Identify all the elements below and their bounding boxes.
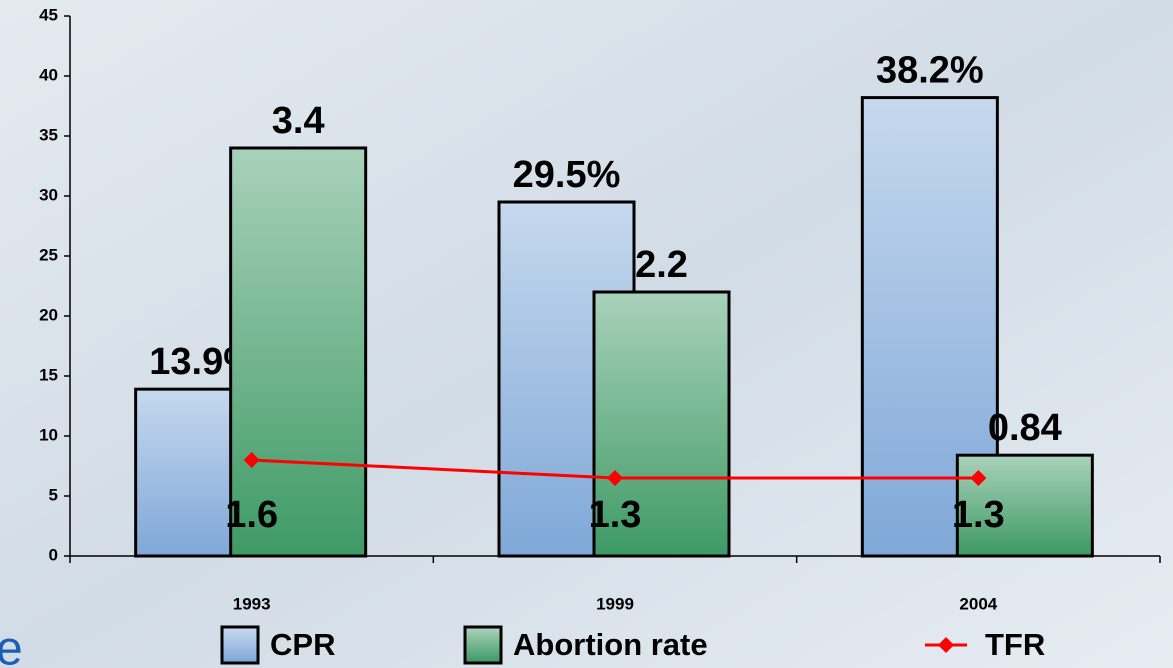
data-label: 3.4 [272, 100, 325, 142]
data-label: 2.2 [635, 244, 688, 286]
data-label: 1.3 [589, 494, 642, 536]
legend-label: CPR [270, 627, 335, 662]
y-tick-label: 45 [39, 5, 58, 24]
y-tick-label: 15 [39, 365, 58, 384]
legend-sheen [223, 628, 257, 662]
data-label: 38.2% [876, 50, 984, 92]
line-marker [970, 470, 987, 486]
legend-sheen [466, 628, 500, 662]
legend-label: Abortion rate [513, 627, 708, 662]
y-tick-label: 30 [39, 185, 58, 204]
line-marker [607, 470, 623, 486]
data-label: 0.84 [988, 407, 1062, 449]
y-tick-label: 25 [39, 245, 58, 264]
data-label: 1.3 [952, 494, 1005, 536]
annotation: e [0, 623, 23, 668]
line-marker [243, 452, 260, 468]
bar-sheen [232, 149, 365, 555]
legend-marker [938, 637, 954, 653]
y-tick-label: 5 [49, 485, 58, 504]
x-tick-label: 1993 [233, 594, 271, 613]
y-tick-label: 40 [39, 65, 58, 84]
data-label: 29.5% [513, 154, 621, 196]
y-tick-label: 35 [39, 125, 58, 144]
y-tick-label: 10 [39, 425, 58, 444]
legend-label: TFR [985, 627, 1045, 662]
y-tick-label: 20 [39, 305, 58, 324]
data-label: 1.6 [225, 494, 278, 536]
x-tick-label: 2004 [959, 594, 997, 613]
y-tick-label: 0 [49, 545, 58, 564]
bar-sheen [595, 293, 728, 555]
x-tick-label: 1999 [596, 594, 634, 613]
